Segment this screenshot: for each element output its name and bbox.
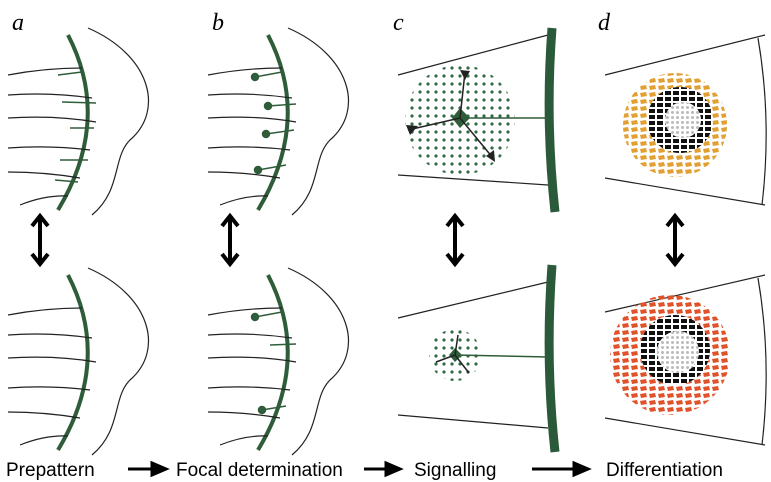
double-arrow (32, 216, 48, 264)
wing-top (208, 28, 349, 215)
double-arrow (667, 216, 683, 264)
panel-label: b (212, 10, 224, 36)
caption: Prepattern (6, 460, 95, 481)
panel-label: d (598, 10, 611, 36)
signalling-top (398, 28, 555, 212)
wing-top (8, 28, 149, 215)
flow-arrow (532, 463, 588, 475)
differentiation-top (605, 35, 766, 205)
caption: Differentiation (606, 460, 723, 481)
double-arrow (447, 216, 463, 264)
signalling-bottom (398, 265, 555, 452)
wing-bottom (208, 268, 349, 455)
caption: Focal determination (176, 460, 343, 481)
differentiation-bottom (605, 275, 766, 445)
prepattern-veins (55, 72, 96, 182)
flow-arrow (128, 463, 166, 475)
panel-label: c (393, 10, 404, 36)
diagram: a b c d (0, 0, 771, 482)
flow-arrow (364, 463, 400, 475)
caption: Signalling (414, 460, 496, 481)
double-arrow (222, 216, 238, 264)
panel-label: a (12, 10, 24, 36)
wing-bottom (8, 268, 149, 455)
